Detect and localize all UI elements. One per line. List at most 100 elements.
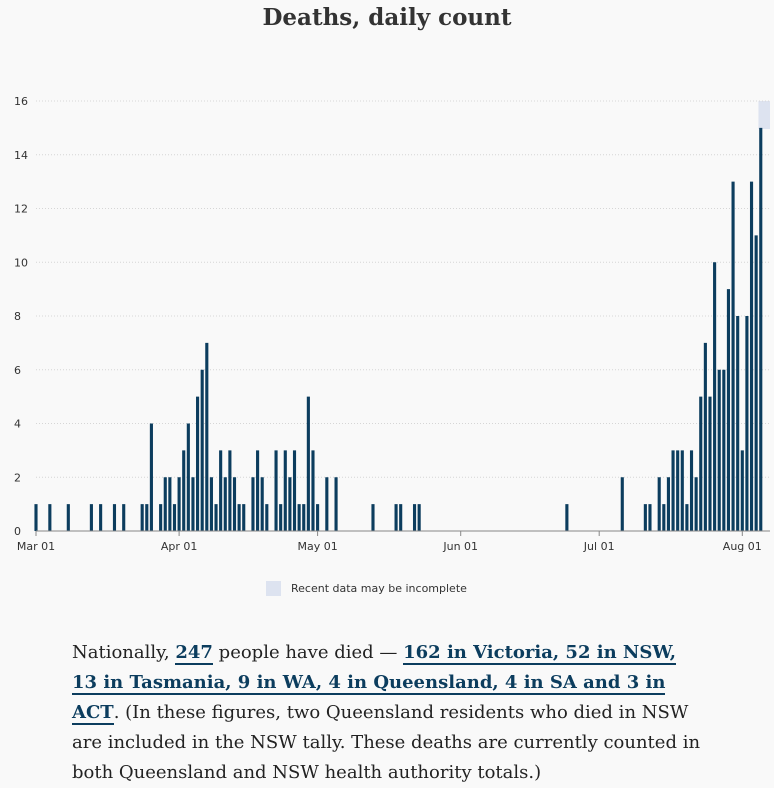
summary-intro: Nationally, bbox=[72, 642, 176, 663]
x-tick-label-2020-05-01: May 01 bbox=[297, 540, 337, 553]
x-tick-label-2020-03-01: Mar 01 bbox=[17, 540, 55, 553]
bar-2020-07-20 bbox=[685, 504, 689, 531]
bar-2020-03-30 bbox=[168, 477, 172, 531]
bar-2020-07-30 bbox=[731, 181, 735, 531]
bar-2020-05-01 bbox=[316, 504, 320, 531]
bar-2020-04-05 bbox=[196, 396, 200, 531]
bar-2020-05-03 bbox=[325, 477, 329, 531]
bar-2020-05-22 bbox=[412, 504, 417, 531]
bar-2020-03-24 bbox=[140, 504, 144, 531]
y-tick-label-4: 4 bbox=[14, 418, 21, 431]
bar-2020-03-08 bbox=[66, 504, 70, 531]
bar-2020-07-17 bbox=[671, 450, 675, 531]
bar-2020-08-01 bbox=[740, 450, 744, 531]
bar-2020-05-19 bbox=[399, 504, 403, 531]
bar-2020-04-24 bbox=[283, 450, 287, 531]
bar-2020-03-18 bbox=[112, 504, 117, 531]
bar-2020-04-11 bbox=[223, 477, 227, 531]
bar-2020-04-14 bbox=[237, 504, 241, 531]
bar-2020-07-21 bbox=[689, 450, 694, 531]
incomplete-data-shade bbox=[758, 101, 770, 129]
bar-2020-04-12 bbox=[228, 450, 232, 531]
y-tick-label-8: 8 bbox=[14, 310, 21, 323]
y-tick-label-2: 2 bbox=[14, 471, 21, 484]
total-deaths-link[interactable]: 247 bbox=[175, 642, 213, 665]
bar-2020-04-28 bbox=[302, 504, 306, 531]
bar-2020-05-23 bbox=[417, 504, 421, 531]
bar-2020-04-25 bbox=[288, 477, 292, 531]
bar-2020-07-06 bbox=[620, 477, 624, 531]
bar-2020-03-28 bbox=[159, 504, 163, 531]
bar-2020-04-07 bbox=[205, 342, 209, 531]
x-tick-label-2020-04-01: Apr 01 bbox=[161, 540, 198, 553]
y-tick-label-14: 14 bbox=[14, 149, 28, 162]
bar-2020-04-04 bbox=[191, 477, 195, 531]
deaths-bar-chart: 0 2 4 6 8 10 12 14 16 Mar 01 Apr 01 May 01 Jun 01 Jul… bbox=[14, 95, 770, 553]
bar-2020-07-12 bbox=[648, 504, 652, 531]
bar-2020-07-23 bbox=[699, 396, 703, 531]
state-breakdown-link[interactable]: 162 in Victoria, 52 in NSW, 13 in Tasman… bbox=[72, 642, 677, 725]
bar-2020-07-24 bbox=[703, 342, 707, 531]
bar-2020-04-10 bbox=[219, 450, 223, 531]
bar-2020-03-15 bbox=[99, 504, 103, 531]
bar-2020-04-18 bbox=[256, 450, 260, 531]
x-tick-label-2020-07-01: Jul 01 bbox=[583, 540, 615, 553]
y-tick-label-0: 0 bbox=[14, 525, 21, 538]
bar-2020-07-15 bbox=[662, 504, 666, 531]
summary-paragraph: Nationally, 247 people have died — 162 i… bbox=[72, 638, 702, 788]
bar-2020-07-31 bbox=[736, 316, 740, 531]
bar-2020-04-20 bbox=[265, 504, 269, 531]
chart-title: Deaths, daily count bbox=[262, 4, 512, 31]
bar-2020-07-27 bbox=[717, 369, 721, 531]
bar-2020-07-14 bbox=[657, 477, 661, 531]
bar-2020-03-13 bbox=[89, 504, 93, 531]
bar-2020-04-29 bbox=[306, 396, 310, 531]
y-tick-label-12: 12 bbox=[14, 203, 28, 216]
bar-2020-08-03 bbox=[749, 181, 754, 531]
bar-2020-04-26 bbox=[292, 450, 297, 531]
bar-2020-07-11 bbox=[643, 504, 647, 531]
bar-2020-06-24 bbox=[565, 504, 569, 531]
bar-2020-03-26 bbox=[149, 423, 153, 531]
bar-2020-04-23 bbox=[279, 504, 283, 531]
bar-2020-04-13 bbox=[232, 477, 237, 531]
bar-2020-04-01 bbox=[177, 477, 181, 531]
summary-mid: people have died — bbox=[212, 642, 404, 663]
bar-2020-04-30 bbox=[311, 450, 315, 531]
y-tick-label-10: 10 bbox=[14, 256, 28, 269]
x-tick-label-2020-08-01: Aug 01 bbox=[723, 540, 762, 553]
bar-2020-07-26 bbox=[713, 262, 717, 531]
y-tick-label-16: 16 bbox=[14, 95, 28, 108]
bar-2020-03-20 bbox=[122, 504, 126, 531]
bar-2020-04-22 bbox=[274, 450, 278, 531]
bar-2020-04-27 bbox=[297, 504, 301, 531]
bar-2020-03-31 bbox=[172, 504, 177, 531]
bar-2020-03-01 bbox=[34, 504, 38, 531]
bar-2020-04-06 bbox=[200, 369, 204, 531]
chart-legend: Recent data may be incomplete bbox=[266, 581, 467, 596]
bar-2020-04-02 bbox=[182, 450, 186, 531]
bar-2020-04-17 bbox=[251, 477, 255, 531]
bar-2020-05-05 bbox=[334, 477, 338, 531]
bar-2020-08-02 bbox=[745, 316, 749, 531]
bar-2020-07-18 bbox=[676, 450, 680, 531]
summary-rest: . (In these figures, two Queensland resi… bbox=[72, 702, 701, 783]
bar-2020-03-04 bbox=[48, 504, 52, 531]
bar-2020-04-19 bbox=[260, 477, 264, 531]
bar-2020-04-09 bbox=[214, 504, 218, 531]
bar-2020-07-19 bbox=[680, 450, 684, 531]
bar-2020-05-13 bbox=[371, 504, 375, 531]
bar-2020-08-05 bbox=[759, 127, 763, 531]
bar-2020-08-04 bbox=[754, 235, 758, 531]
legend-label: Recent data may be incomplete bbox=[291, 582, 467, 595]
bar-2020-03-29 bbox=[163, 477, 167, 531]
bar-2020-05-18 bbox=[394, 504, 398, 531]
bar-2020-04-03 bbox=[186, 423, 190, 531]
bar-2020-07-29 bbox=[726, 289, 731, 531]
x-tick-label-2020-06-01: Jun 01 bbox=[442, 540, 478, 553]
bar-2020-07-16 bbox=[666, 477, 670, 531]
bar-2020-07-25 bbox=[708, 396, 712, 531]
bar-2020-07-28 bbox=[722, 369, 726, 531]
y-tick-label-6: 6 bbox=[14, 364, 21, 377]
